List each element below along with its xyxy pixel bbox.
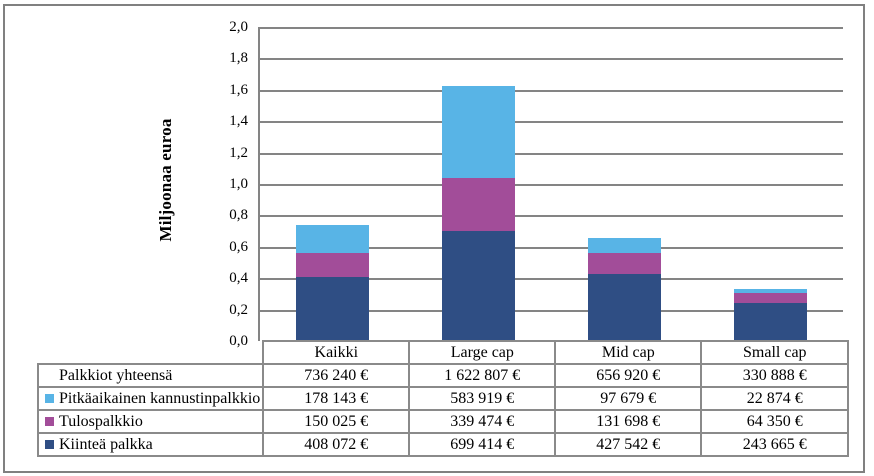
column-header: Kaikki	[262, 340, 411, 365]
y-tick-label: 1,0	[229, 176, 248, 192]
bar-segment	[296, 253, 370, 277]
legend-swatch	[45, 393, 54, 403]
table-row: Pitkäaikainen kannustinpalkkio 178 143 €5…	[36, 386, 850, 411]
row-label: Pitkäaikainen kannustinpalkkio	[59, 389, 261, 407]
bar-small-cap	[733, 289, 807, 341]
legend-swatch	[45, 416, 54, 426]
y-tick-label: 1,6	[229, 81, 248, 98]
y-tick-label: 0,2	[229, 301, 248, 318]
y-tick-label: 2,0	[229, 19, 248, 35]
gridline	[260, 58, 843, 61]
y-tick-label: 0,8	[229, 207, 248, 224]
bar-segment	[587, 237, 661, 254]
table-header-row: Kaikki Large cap Mid cap Small cap	[38, 340, 850, 365]
bar-segment	[587, 253, 661, 274]
value-cell: 178 143 €	[262, 386, 411, 411]
bar-segment	[442, 231, 516, 341]
row-label-cell: Kiinteä palkka	[36, 432, 265, 457]
y-tick-label: 0,6	[229, 238, 248, 255]
gridline	[260, 27, 843, 29]
value-cell: 131 698 €	[554, 409, 703, 434]
row-label-cell: Pitkäaikainen kannustinpalkkio	[36, 386, 265, 411]
gridline	[260, 152, 843, 155]
y-tick-label: 1,2	[229, 144, 248, 161]
row-label: Kiinteä palkka	[59, 435, 153, 453]
y-tick-label: 0,4	[229, 270, 248, 287]
y-tick-label: 1,8	[229, 50, 248, 67]
y-axis-title: Miljoonaa euroa	[156, 118, 175, 242]
value-cell: 339 474 €	[408, 409, 557, 434]
y-tick-label: 0,0	[229, 333, 248, 349]
row-label: Tulospalkkio	[59, 412, 143, 430]
value-cell: 22 874 €	[700, 386, 850, 411]
column-header: Small cap	[700, 340, 850, 365]
gridline	[260, 215, 843, 218]
bar-kaikki	[296, 225, 370, 341]
value-cell: 64 350 €	[700, 409, 850, 434]
bar-segment	[442, 86, 516, 178]
bar-mid-cap	[587, 237, 661, 341]
row-label: Palkkiot yhteensä	[59, 366, 173, 384]
gridline	[260, 309, 843, 312]
gridline	[260, 246, 843, 249]
value-cell: 243 665 €	[700, 432, 850, 457]
table-row: Tulospalkkio 150 025 €339 474 €131 698 €6…	[36, 409, 850, 434]
gridline	[260, 278, 843, 281]
bar-segment	[296, 276, 370, 341]
value-cell: 330 888 €	[700, 363, 850, 388]
bar-segment	[296, 225, 370, 254]
y-axis-ticks: 0,0 0,2 0,4 0,6 0,8 1,0 1,2 1,4 1,6 1,8 2,0	[178, 19, 252, 349]
bar-large-cap	[442, 86, 516, 341]
bar-segment	[733, 292, 807, 303]
value-cell: 427 542 €	[554, 432, 703, 457]
value-cell: 97 679 €	[554, 386, 703, 411]
value-cell: 408 072 €	[262, 432, 411, 457]
bar-segment	[733, 289, 807, 293]
value-cell: 583 919 €	[408, 386, 557, 411]
row-label-cell: Tulospalkkio	[36, 409, 265, 434]
bar-segment	[733, 302, 807, 341]
row-label-cell: Palkkiot yhteensä	[36, 363, 265, 388]
value-cell: 699 414 €	[408, 432, 557, 457]
value-cell: 150 025 €	[262, 409, 411, 434]
value-cell: 656 920 €	[554, 363, 703, 388]
table-corner-blank	[38, 341, 263, 364]
value-cell: 1 622 807 €	[408, 363, 557, 388]
table-row: Palkkiot yhteensä 736 240 €1 622 807 €656…	[36, 363, 850, 388]
bar-segment	[442, 177, 516, 232]
data-table: Kaikki Large cap Mid cap Small cap Palkkiot …	[36, 340, 850, 457]
legend-swatch	[45, 439, 54, 449]
column-header: Mid cap	[554, 340, 703, 365]
y-tick-label: 1,4	[229, 113, 248, 130]
table-row: Kiinteä palkka 408 072 €699 414 €427 542 …	[36, 432, 850, 457]
value-cell: 736 240 €	[262, 363, 411, 388]
gridline	[260, 89, 843, 92]
column-header: Large cap	[408, 340, 557, 365]
bar-segment	[587, 273, 661, 341]
gridline	[260, 184, 843, 186]
plot-area	[258, 27, 843, 341]
gridline	[260, 121, 843, 124]
